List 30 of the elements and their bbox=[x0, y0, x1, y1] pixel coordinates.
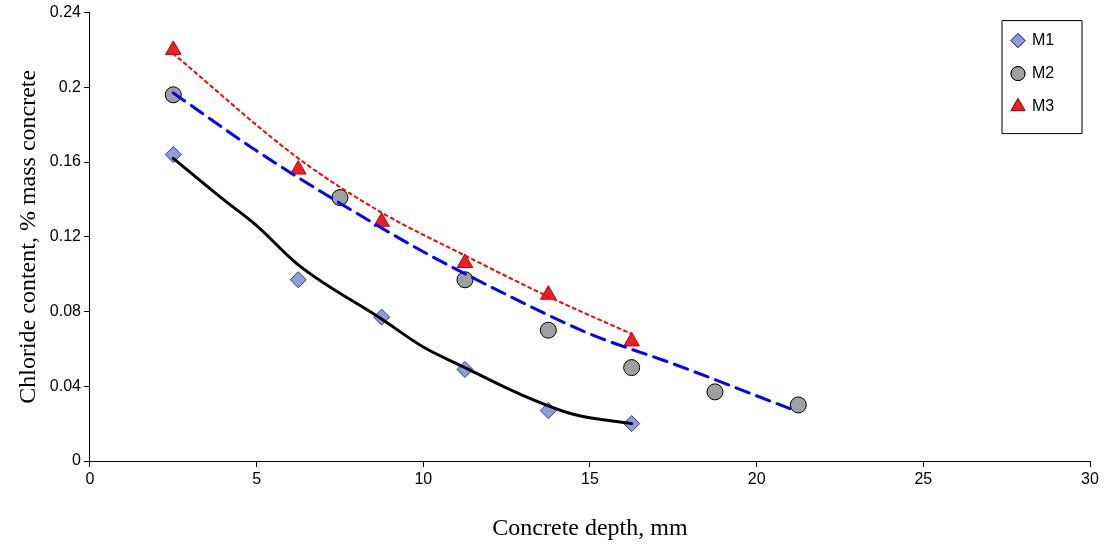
x-tick-label: 0 bbox=[85, 470, 95, 488]
y-tick-label: 0.16 bbox=[49, 152, 82, 170]
y-tick-label: 0.04 bbox=[49, 376, 82, 394]
point bbox=[289, 160, 307, 175]
y-tick-label: 0.12 bbox=[49, 227, 82, 245]
legend-label: M3 bbox=[1032, 97, 1055, 115]
point bbox=[623, 359, 641, 377]
point bbox=[789, 396, 807, 414]
y-tick-label: 0.24 bbox=[49, 3, 82, 21]
point bbox=[289, 271, 307, 289]
x-tick-label: 5 bbox=[252, 470, 262, 488]
y-axis-title: Chloride content, % mass concrete bbox=[13, 69, 40, 404]
legend-label: M2 bbox=[1032, 64, 1055, 82]
point bbox=[706, 383, 724, 401]
x-tick-label: 20 bbox=[747, 470, 766, 488]
y-tick-label: 0.2 bbox=[58, 77, 82, 95]
point bbox=[539, 321, 557, 339]
x-tick-label: 10 bbox=[414, 470, 433, 488]
point bbox=[456, 271, 474, 289]
point bbox=[373, 212, 390, 227]
y-tick-label: 0.08 bbox=[49, 301, 82, 319]
y-tick-label: 0 bbox=[72, 451, 82, 469]
x-tick-label: 25 bbox=[914, 470, 933, 488]
point bbox=[164, 40, 182, 55]
x-tick-label: 15 bbox=[581, 470, 599, 488]
legend-label: M1 bbox=[1032, 31, 1055, 49]
point bbox=[456, 253, 474, 268]
x-axis-title: Concrete depth, mm bbox=[492, 513, 688, 540]
x-tick-label: 30 bbox=[1081, 470, 1099, 488]
point bbox=[164, 146, 182, 164]
